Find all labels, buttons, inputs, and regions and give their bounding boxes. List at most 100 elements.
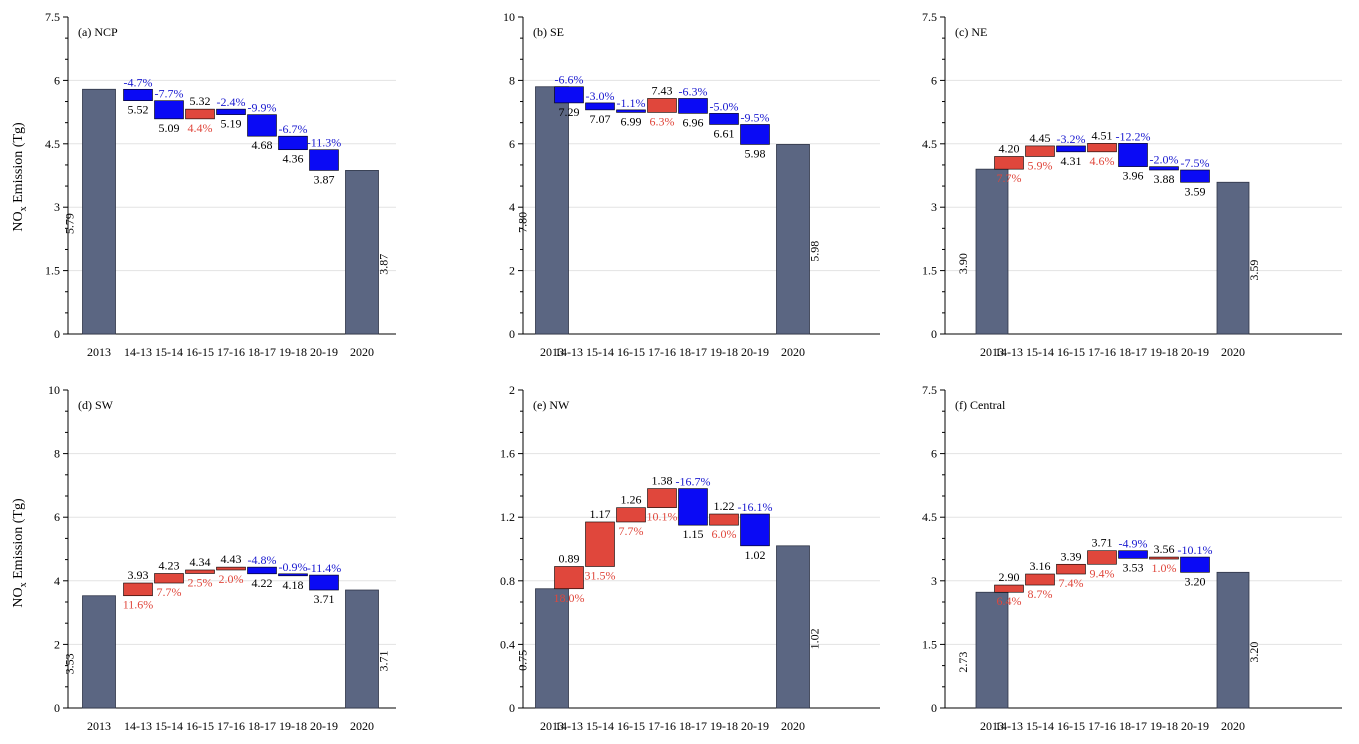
y-tick-label: 3 [54,200,60,214]
y-tick-label: 6 [54,73,60,87]
chart-panels: 0 1.5 3 4.5 6 7.5 (a) NCP 2013 5.79 14-13 -4.7% 5.5… [45,10,1342,733]
x-tick-label: 2013 [980,345,1004,359]
bar-increase [585,521,615,567]
x-tick-label: 2013 [980,719,1004,733]
x-tick-label: 20-19 [310,719,338,733]
x-tick-label: 20-19 [1181,719,1209,733]
x-tick-label: 17-16 [1088,345,1116,359]
x-tick-label: 2020 [781,345,805,359]
change-label: -11.3% [307,136,342,150]
bar-increase [1056,563,1086,575]
bar-total [1216,571,1250,709]
y-tick-label: 10 [503,10,515,24]
bar-decrease [216,108,246,115]
level-label: 1.15 [683,527,704,541]
bar-total-label: 3.87 [377,254,391,275]
x-tick-label: 18-17 [248,719,276,733]
x-tick-label: 2020 [1221,719,1245,733]
bar-decrease [309,574,339,591]
bar-decrease [123,88,153,101]
change-label: -9.9% [248,101,277,115]
x-tick-label: 16-15 [186,345,214,359]
change-label: 2.0% [219,572,244,586]
change-label: -7.5% [1181,156,1210,170]
x-tick-label: 20-19 [741,345,769,359]
level-label: 5.98 [745,146,766,160]
change-label: 7.7% [619,524,644,538]
x-tick-label: 15-14 [586,345,614,359]
bar-decrease [616,109,646,113]
x-tick-label: 15-14 [1026,345,1054,359]
level-label: 4.36 [283,152,304,166]
y-tick-label: 2 [509,264,515,278]
change-label: 4.6% [1090,154,1115,168]
x-tick-label: 20-19 [741,719,769,733]
level-label: 3.59 [1185,184,1206,198]
y-title-rest: Emission (Tg) [11,498,26,582]
y-tick-label: 3 [931,574,937,588]
x-tick-label: 17-16 [648,719,676,733]
level-label: 7.07 [590,112,611,126]
change-label: -4.7% [124,75,153,89]
level-label: 5.19 [221,117,242,131]
x-tick-label: 2013 [540,345,564,359]
change-label: 6.3% [650,114,675,128]
x-tick-label: 15-14 [1026,719,1054,733]
y-title-main: NO [11,587,26,607]
bar-decrease [309,149,339,171]
y-title-sub: x [18,582,29,587]
y-tick-label: 4.5 [922,137,937,151]
bar-increase [994,156,1024,170]
bar-decrease [1180,556,1210,573]
x-tick-label: 17-16 [217,345,245,359]
level-label: 3.20 [1185,574,1206,588]
x-tick-label: 2020 [781,719,805,733]
y-tick-label: 4 [54,574,60,588]
x-tick-label: 16-15 [617,345,645,359]
bar-decrease [740,513,770,547]
level-label: 4.31 [1061,154,1082,168]
x-tick-label: 18-17 [248,345,276,359]
x-tick-label: 2020 [350,345,374,359]
y-tick-label: 6 [931,447,937,461]
x-tick-label: 15-14 [586,719,614,733]
x-tick-label: 19-18 [279,345,307,359]
x-tick-label: 19-18 [710,719,738,733]
level-label: 1.17 [590,507,611,521]
bar-total [975,591,1009,709]
bar-decrease [1118,143,1148,167]
y-tick-label: 4.5 [922,510,937,524]
panel-title: (d) SW [78,398,114,412]
change-label: -1.1% [617,96,646,110]
x-tick-label: 19-18 [1150,345,1178,359]
change-label: -3.0% [586,89,615,103]
change-label: -6.6% [555,73,584,87]
y-tick-label: 6 [54,510,60,524]
change-label: -10.1% [1178,543,1213,557]
bar-total [776,144,810,335]
change-label: -2.4% [217,95,246,109]
x-tick-label: 19-18 [1150,719,1178,733]
change-label: -7.7% [155,87,184,101]
x-tick-label: 2013 [540,719,564,733]
x-tick-label: 17-16 [217,719,245,733]
bar-increase [554,566,584,590]
bar-increase [616,507,646,523]
level-label: 3.56 [1154,542,1175,556]
y-title-rest: Emission (Tg) [11,122,26,206]
x-tick-label: 14-13 [995,345,1023,359]
bar-total-label: 3.53 [63,653,77,674]
level-label: 0.89 [559,551,580,565]
svg-text:NOx Emission (Tg): NOx Emission (Tg) [11,498,29,608]
x-tick-label: 2013 [87,719,111,733]
level-label: 4.23 [159,558,180,572]
y-tick-label: 0 [54,701,60,715]
y-tick-label: 0.4 [500,637,515,651]
bar-total-label: 3.71 [377,651,391,672]
chart-panel: 0 1.5 3 4.5 6 7.5 (a) NCP 2013 5.79 14-13 -4.7% 5.5… [45,10,396,359]
y-tick-label: 1.5 [922,264,937,278]
x-tick-label: 14-13 [124,345,152,359]
y-tick-label: 3 [931,200,937,214]
panel-title: (a) NCP [78,25,118,39]
bar-decrease [554,86,584,104]
